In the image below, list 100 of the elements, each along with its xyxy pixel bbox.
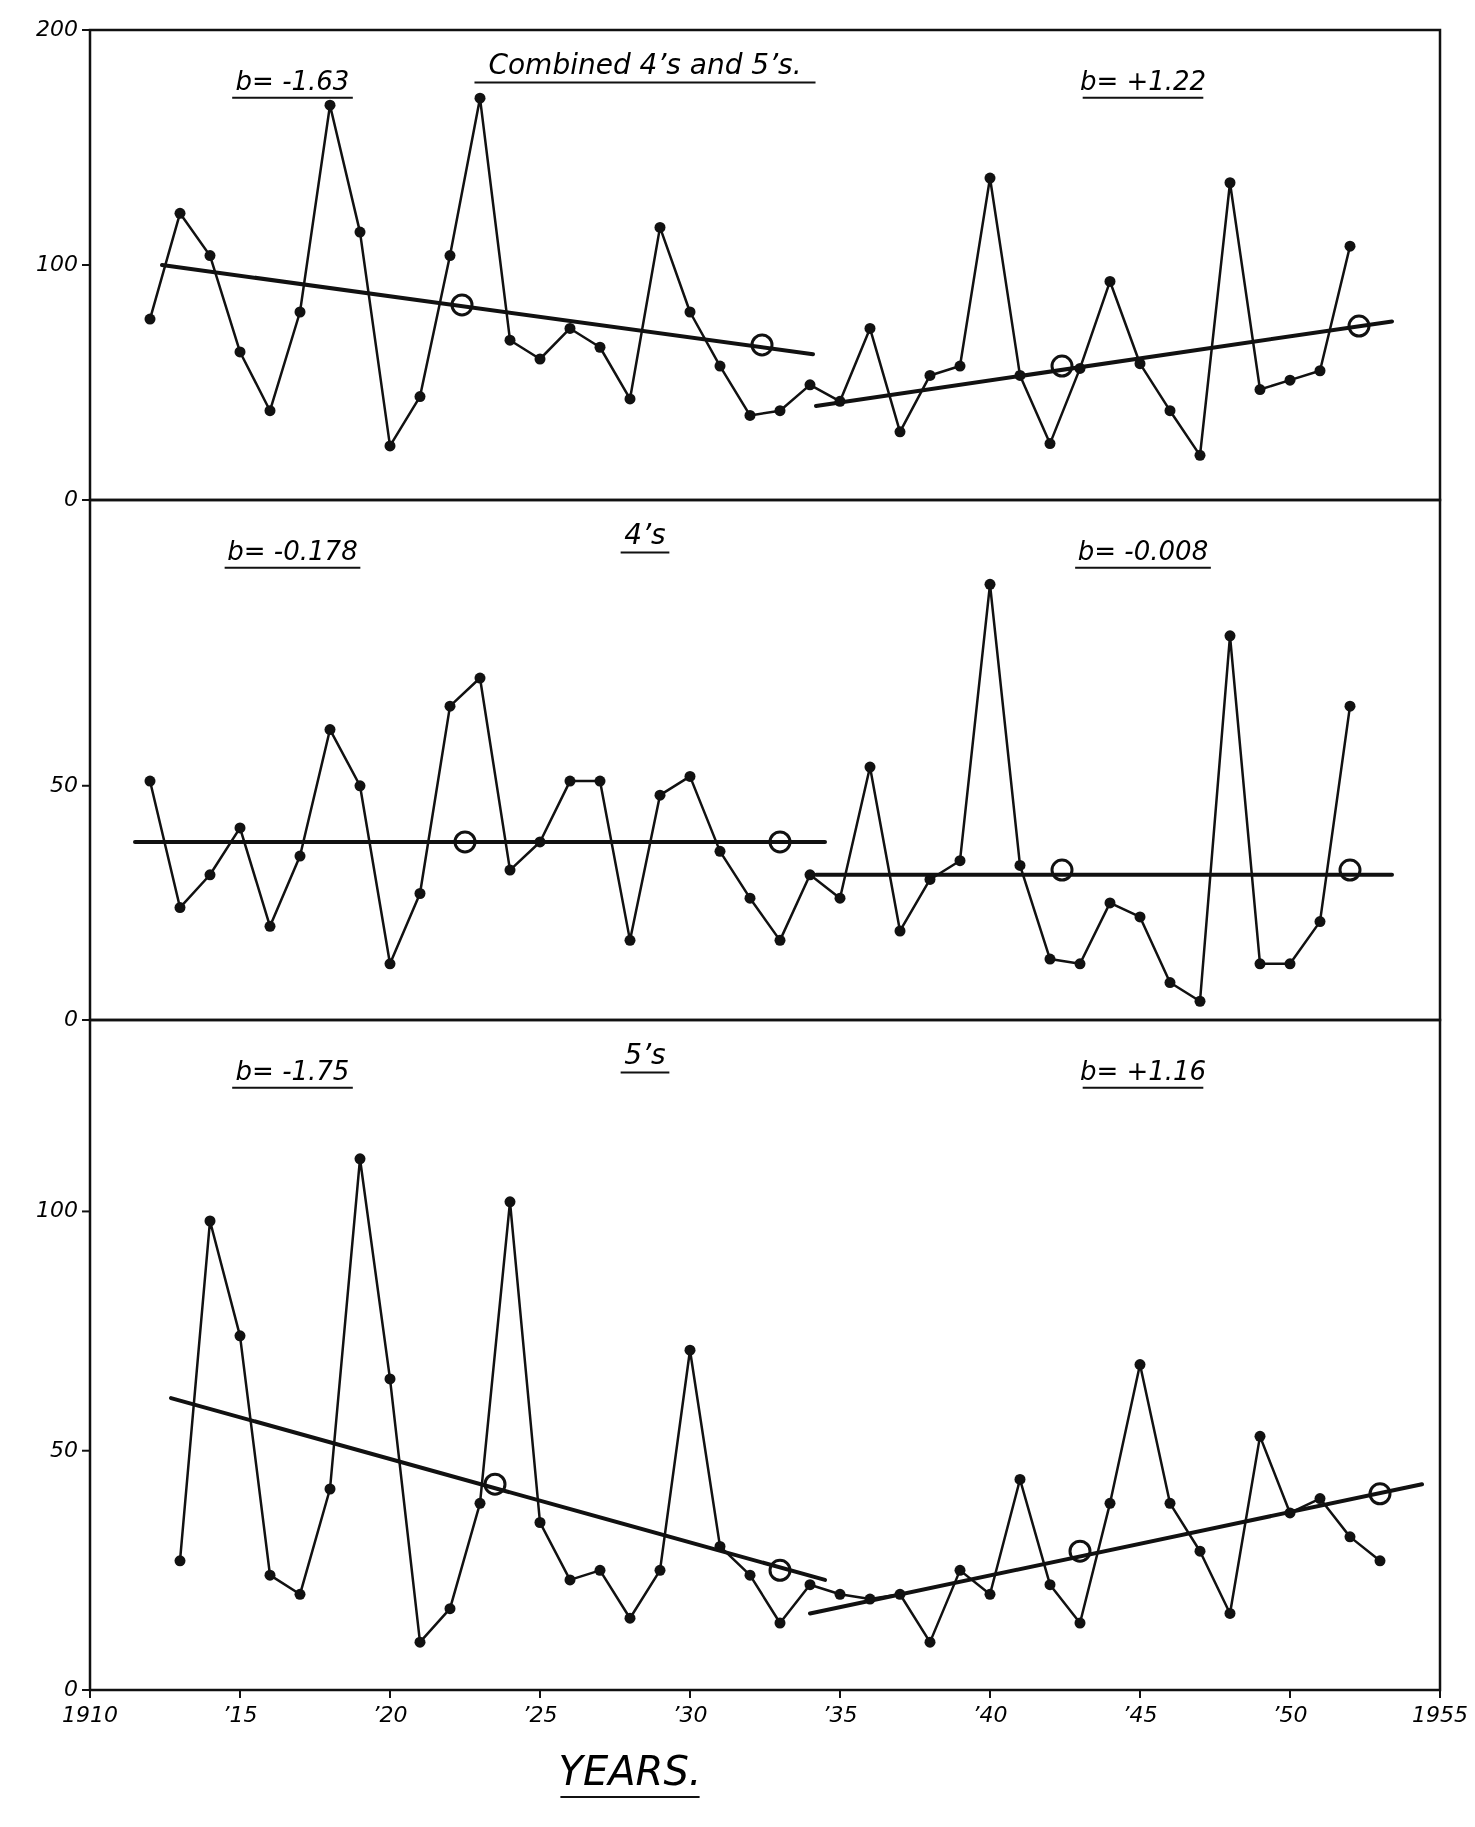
- x-tick-label: ’35: [822, 1702, 858, 1727]
- point: [264, 1569, 276, 1581]
- point: [384, 1373, 396, 1385]
- point: [954, 855, 966, 867]
- y-tick-label: 200: [36, 16, 78, 41]
- point: [624, 1612, 636, 1624]
- y-tick-label: 100: [36, 1197, 78, 1223]
- point: [1074, 1617, 1086, 1629]
- point: [504, 864, 516, 876]
- point: [654, 1564, 666, 1576]
- point: [1338, 858, 1362, 882]
- point: [924, 1636, 936, 1648]
- annotation: b= +1.22: [1079, 66, 1207, 96]
- point: [474, 672, 486, 684]
- y-tick-label: 0: [64, 1676, 78, 1701]
- point: [954, 1564, 966, 1576]
- point: [684, 1344, 696, 1356]
- point: [1224, 177, 1236, 189]
- point: [1164, 405, 1176, 417]
- point: [744, 409, 756, 421]
- point: [1344, 1531, 1356, 1543]
- point: [1050, 354, 1074, 378]
- y-tick-label: 0: [64, 1006, 78, 1031]
- point: [174, 902, 186, 914]
- point: [834, 1588, 846, 1600]
- point: [564, 322, 576, 334]
- point: [774, 1617, 786, 1629]
- point: [534, 353, 546, 365]
- point: [750, 333, 774, 357]
- point: [864, 322, 876, 334]
- point: [1194, 449, 1206, 461]
- point: [483, 1472, 507, 1496]
- point: [1134, 1359, 1146, 1371]
- point: [1368, 1482, 1392, 1506]
- point: [414, 888, 426, 900]
- point: [234, 1330, 246, 1342]
- point: [444, 1603, 456, 1615]
- point: [204, 869, 216, 881]
- point: [1374, 1555, 1386, 1567]
- point: [654, 789, 666, 801]
- point: [450, 293, 474, 317]
- point: [1254, 1430, 1266, 1442]
- point: [1224, 1607, 1236, 1619]
- point: [264, 920, 276, 932]
- point: [984, 578, 996, 590]
- x-tick-label: 1955: [1412, 1702, 1468, 1727]
- point: [1284, 958, 1296, 970]
- point: [894, 925, 906, 937]
- x-tick-label: ’50: [1272, 1702, 1308, 1727]
- point: [1254, 958, 1266, 970]
- point: [564, 1574, 576, 1586]
- point: [1194, 995, 1206, 1007]
- x-tick-label: 1910: [62, 1702, 118, 1727]
- point: [774, 405, 786, 417]
- point: [1347, 314, 1371, 338]
- point: [534, 1517, 546, 1528]
- point: [768, 830, 792, 854]
- point: [744, 1569, 756, 1581]
- point: [384, 958, 396, 970]
- point: [624, 934, 636, 946]
- point: [453, 830, 477, 854]
- point: [654, 221, 666, 233]
- point: [864, 761, 876, 773]
- point: [684, 306, 696, 318]
- point: [1104, 275, 1116, 287]
- text: Combined 4’s and 5’s.: [488, 48, 802, 81]
- point: [1314, 916, 1326, 928]
- y-tick-label: 100: [36, 251, 78, 276]
- point: [1044, 953, 1056, 965]
- point: [174, 1555, 186, 1567]
- point: [1104, 1497, 1116, 1509]
- point: [294, 306, 306, 318]
- point: [324, 1483, 336, 1495]
- point: [984, 1588, 996, 1600]
- annotation: b= -0.008: [1077, 536, 1209, 566]
- x-tick-label: ’40: [972, 1702, 1008, 1727]
- point: [1044, 438, 1056, 450]
- text: 5’s: [624, 1038, 666, 1071]
- point: [564, 775, 576, 787]
- point: [234, 822, 246, 834]
- point: [1254, 384, 1266, 396]
- x-axis-title: YEARS.: [558, 1748, 702, 1794]
- point: [594, 341, 606, 353]
- point: [1164, 977, 1176, 989]
- point: [294, 850, 306, 862]
- annotation: b= +1.16: [1079, 1056, 1207, 1086]
- point: [1344, 700, 1356, 712]
- point: [984, 172, 996, 184]
- y-tick-label: 0: [64, 486, 78, 511]
- point: [804, 1579, 816, 1591]
- annotation: b= -1.75: [235, 1056, 350, 1086]
- point: [264, 405, 276, 417]
- point: [804, 869, 816, 881]
- point: [144, 313, 156, 325]
- point: [474, 1497, 486, 1509]
- point: [1284, 374, 1296, 386]
- point: [354, 780, 366, 792]
- point: [234, 346, 246, 358]
- point: [204, 1215, 216, 1227]
- point: [354, 226, 366, 238]
